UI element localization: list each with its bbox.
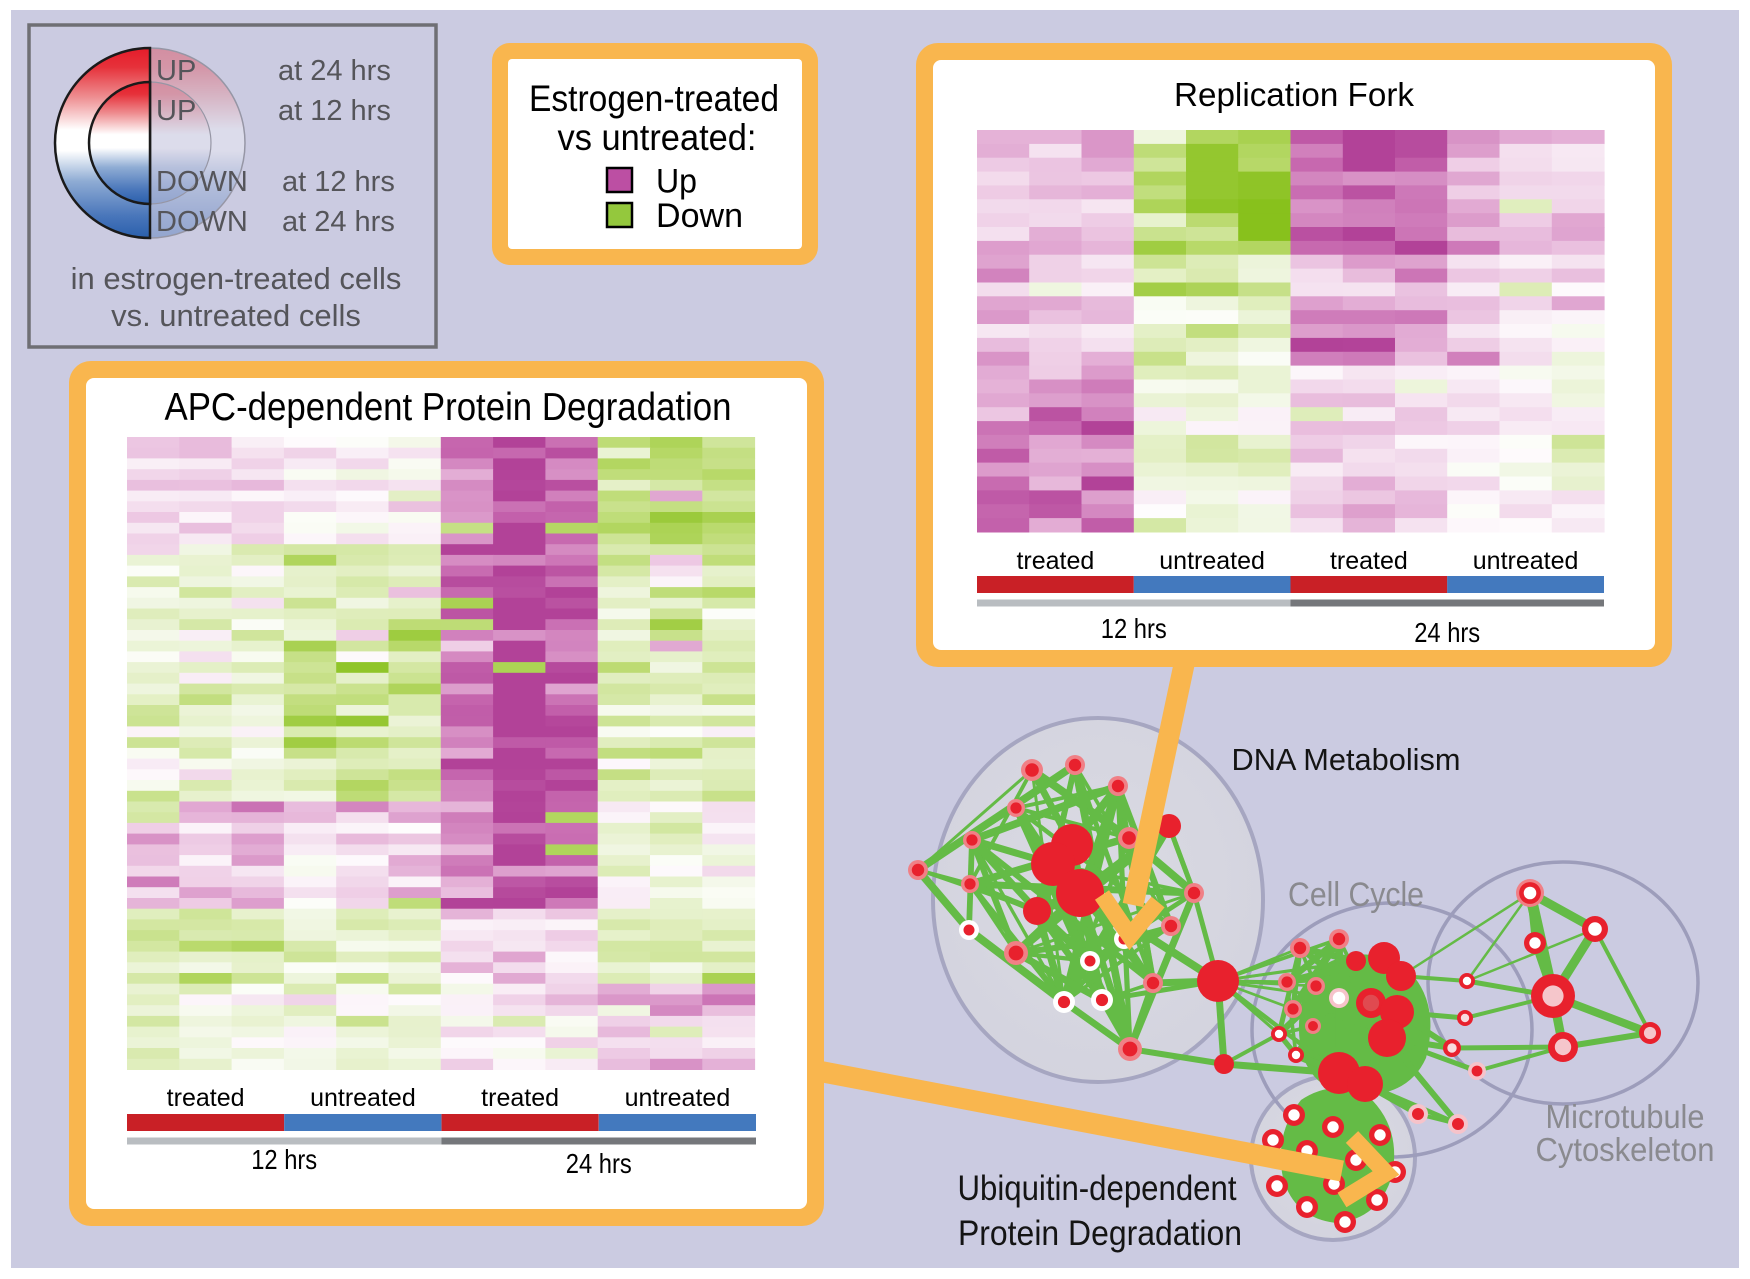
svg-text:APC-dependent Protein Degradat: APC-dependent Protein Degradation — [165, 386, 732, 429]
svg-text:Cell Cycle: Cell Cycle — [1288, 876, 1424, 914]
svg-text:at 24 hrs: at 24 hrs — [282, 206, 395, 238]
svg-text:Microtubule: Microtubule — [1546, 1098, 1705, 1135]
svg-text:treated: treated — [1330, 547, 1408, 575]
svg-text:Cytoskeleton: Cytoskeleton — [1536, 1131, 1715, 1168]
svg-text:untreated: untreated — [625, 1084, 731, 1112]
svg-text:Protein Degradation: Protein Degradation — [958, 1214, 1242, 1253]
svg-text:Replication Fork: Replication Fork — [1174, 76, 1414, 113]
svg-text:untreated: untreated — [1159, 547, 1265, 575]
svg-text:Ubiquitin-dependent: Ubiquitin-dependent — [958, 1169, 1237, 1208]
svg-text:Down: Down — [656, 197, 743, 235]
svg-text:Estrogen-treated: Estrogen-treated — [529, 78, 779, 119]
svg-text:24 hrs: 24 hrs — [1414, 617, 1480, 648]
svg-text:DOWN: DOWN — [156, 166, 248, 198]
svg-text:at 12 hrs: at 12 hrs — [278, 95, 391, 127]
svg-text:treated: treated — [481, 1084, 559, 1112]
svg-text:24 hrs: 24 hrs — [566, 1148, 632, 1179]
svg-text:UP: UP — [156, 55, 196, 87]
svg-text:12 hrs: 12 hrs — [251, 1144, 317, 1175]
svg-text:at 12 hrs: at 12 hrs — [282, 166, 395, 198]
svg-text:untreated: untreated — [310, 1084, 416, 1112]
svg-text:untreated: untreated — [1473, 547, 1579, 575]
svg-text:at 24 hrs: at 24 hrs — [278, 55, 391, 87]
svg-text:vs untreated:: vs untreated: — [558, 117, 757, 158]
svg-text:UP: UP — [156, 95, 196, 127]
svg-text:Up: Up — [656, 163, 697, 201]
svg-text:treated: treated — [1016, 547, 1094, 575]
svg-text:vs. untreated cells: vs. untreated cells — [111, 298, 361, 333]
svg-text:treated: treated — [167, 1084, 245, 1112]
svg-text:DNA Metabolism: DNA Metabolism — [1232, 742, 1461, 777]
svg-text:in estrogen-treated cells: in estrogen-treated cells — [71, 261, 402, 296]
svg-text:DOWN: DOWN — [156, 206, 248, 238]
svg-text:12 hrs: 12 hrs — [1101, 613, 1167, 644]
